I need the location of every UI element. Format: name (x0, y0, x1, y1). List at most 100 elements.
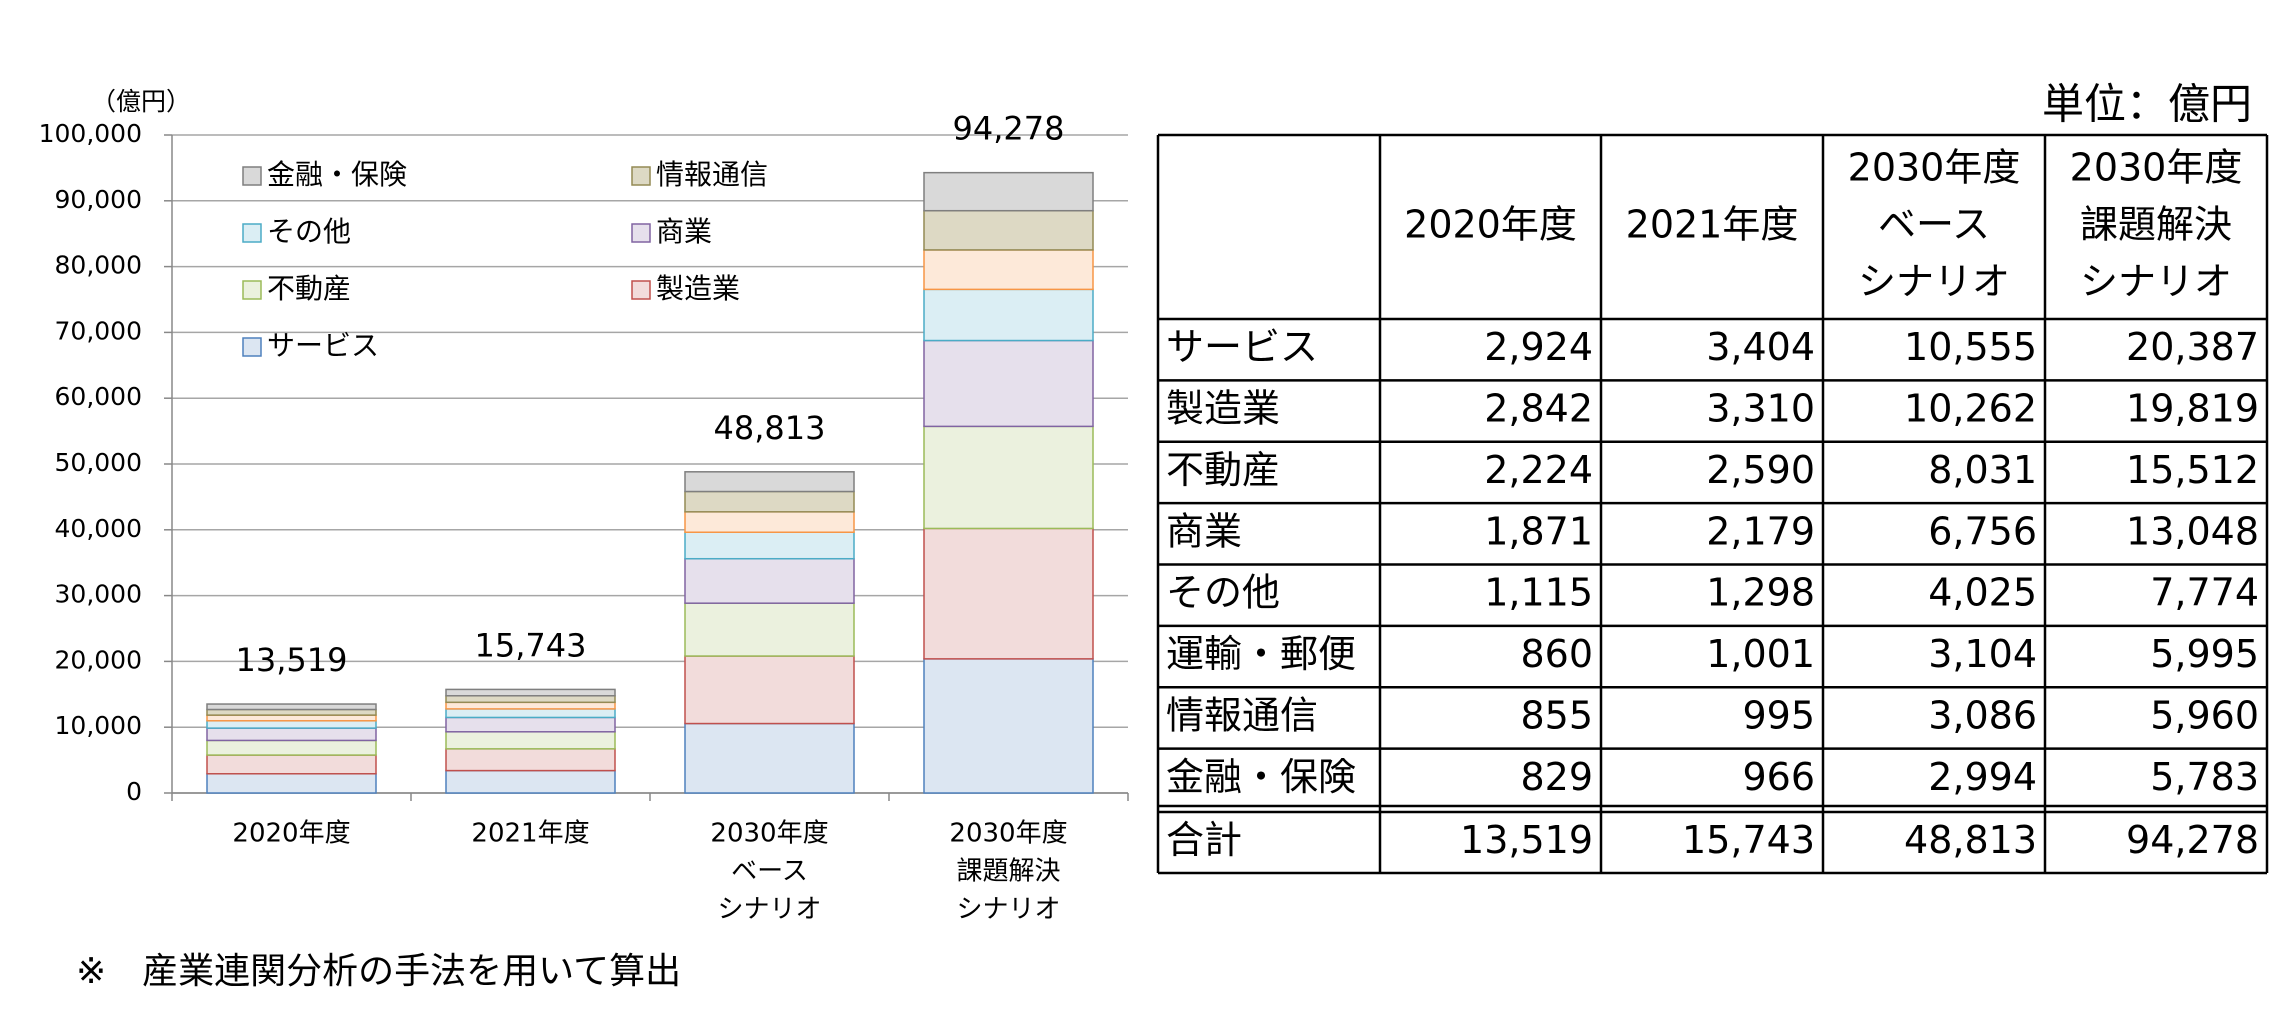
bar-segment (923, 288, 1094, 342)
bar-segment (923, 249, 1094, 291)
cell: 2,842 (1484, 387, 1593, 431)
legend-label: 金融・保険 (267, 158, 407, 191)
cell: 94,278 (2126, 818, 2259, 862)
bar-segment (923, 658, 1094, 794)
cell: 2,590 (1706, 448, 1815, 492)
cell: 1,001 (1706, 632, 1815, 676)
x-tick-label: 2030年度 (710, 819, 828, 849)
bar-segment (923, 339, 1094, 428)
row-label: 運輸・郵便 (1166, 632, 1356, 676)
bar-segment (445, 701, 616, 710)
cell: 1,115 (1484, 571, 1593, 615)
cell: 2,224 (1484, 448, 1593, 492)
total-label: 15,743 (475, 626, 587, 664)
cell: 2,179 (1706, 509, 1815, 553)
y-tick-label: 80,000 (55, 251, 142, 280)
y-tick-label: 60,000 (55, 382, 142, 411)
cell: 5,960 (2150, 693, 2259, 737)
row-label: サービス (1166, 325, 1318, 369)
bar-segment (206, 773, 377, 794)
cell: 20,387 (2126, 325, 2259, 369)
x-tick-label: 2020年度 (232, 819, 350, 849)
x-tick-label: 課題解決 (956, 857, 1060, 887)
row-label: 不動産 (1166, 448, 1280, 492)
bar-segment (684, 511, 855, 533)
bar-segment (206, 754, 377, 775)
unit-label: （億円） (91, 87, 191, 116)
bar-segment (684, 602, 855, 657)
bar-segment (684, 471, 855, 493)
cell: 3,104 (1928, 632, 2037, 676)
column-header: ベース (1878, 203, 1990, 247)
x-tick-label: シナリオ (717, 895, 821, 925)
y-tick-label: 10,000 (55, 711, 142, 740)
x-tick-label: 2030年度 (949, 819, 1067, 849)
row-label: 合計 (1166, 818, 1242, 862)
table-unit: 単位：億円 (2042, 80, 2252, 129)
legend-label: 商業 (656, 215, 712, 248)
bar-segment (206, 714, 377, 722)
y-tick-label: 30,000 (55, 580, 142, 609)
footnote: ※ 産業連関分析の手法を用いて算出 (76, 951, 681, 992)
cell: 4,025 (1928, 571, 2037, 615)
cell: 48,813 (1904, 818, 2037, 862)
cell: 3,310 (1706, 387, 1815, 431)
legend-label: その他 (267, 215, 351, 248)
cell: 2,924 (1484, 325, 1593, 369)
y-tick-label: 100,000 (39, 119, 142, 148)
bar-segment (923, 425, 1094, 530)
bar-segment (445, 748, 616, 772)
cell: 10,555 (1904, 325, 2037, 369)
legend-label: 情報通信 (656, 158, 768, 191)
cell: 13,519 (1460, 818, 1593, 862)
cell: 7,774 (2150, 571, 2259, 615)
y-tick-label: 20,000 (55, 645, 142, 674)
bar-segment (445, 695, 616, 704)
bar-segment (206, 739, 377, 756)
bar-segment (445, 716, 616, 733)
y-tick-label: 0 (126, 777, 142, 806)
legend-swatch (242, 280, 262, 300)
bar-segment (445, 731, 616, 750)
cell: 5,995 (2150, 632, 2259, 676)
y-tick-label: 50,000 (55, 448, 142, 477)
cell: 5,783 (2150, 755, 2259, 799)
column-header: 2030年度 (2070, 146, 2243, 190)
legend-swatch (242, 337, 262, 357)
legend-swatch (242, 166, 262, 186)
cell: 1,871 (1484, 509, 1593, 553)
bar-segment (445, 688, 616, 697)
bar-segment (445, 769, 616, 794)
total-label: 94,278 (953, 110, 1065, 148)
bar-segment (684, 655, 855, 725)
y-tick-label: 40,000 (55, 514, 142, 543)
bar-segment (206, 708, 377, 716)
total-label: 13,519 (236, 641, 348, 679)
cell: 855 (1520, 693, 1593, 737)
bar-segment (445, 708, 616, 719)
bar-segment (684, 531, 855, 560)
cell: 3,404 (1706, 325, 1815, 369)
cell: 8,031 (1928, 448, 2037, 492)
column-header: シナリオ (1858, 260, 2010, 304)
legend-swatch (631, 223, 651, 243)
bar-segment (206, 727, 377, 742)
cell: 15,512 (2126, 448, 2259, 492)
column-header: 2021年度 (1626, 203, 1799, 247)
legend-swatch (242, 223, 262, 243)
row-label: その他 (1166, 571, 1280, 615)
bar-segment (923, 527, 1094, 660)
bar-segment (923, 209, 1094, 251)
legend-swatch (631, 280, 651, 300)
cell: 3,086 (1928, 693, 2037, 737)
column-header: 2020年度 (1404, 203, 1577, 247)
bar-segment (206, 720, 377, 729)
row-label: 情報通信 (1166, 693, 1318, 737)
row-label: 製造業 (1166, 387, 1280, 431)
x-tick-label: ベース (731, 857, 808, 887)
bar-segment (684, 490, 855, 513)
row-label: 金融・保険 (1166, 755, 1356, 799)
column-header: 課題解決 (2080, 203, 2232, 247)
y-tick-label: 70,000 (55, 316, 142, 345)
